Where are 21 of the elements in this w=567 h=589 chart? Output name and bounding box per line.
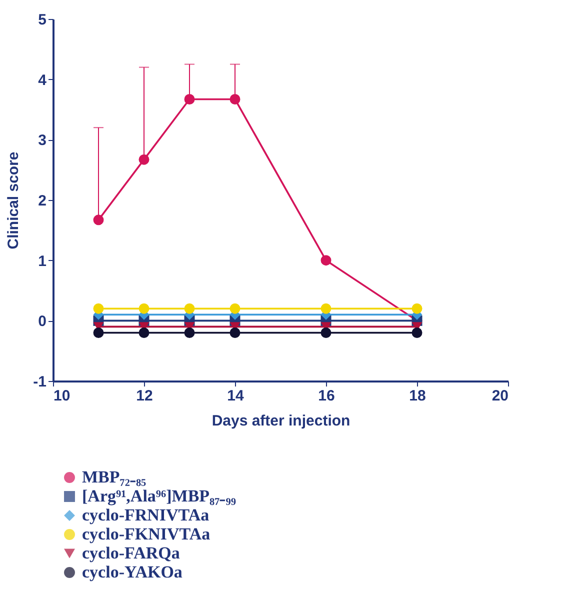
x-axis-title: Days after injection — [212, 412, 350, 430]
legend-label: cyclo-FARQa — [82, 544, 180, 562]
y-tick-label: 5 — [38, 12, 46, 28]
y-tick-label: 1 — [38, 252, 46, 270]
y-tick-label: 0 — [38, 313, 46, 330]
y-tick-label: 4 — [38, 72, 48, 89]
legend-label: [Arg⁹¹,Ala⁹⁶]MBP₈₇₋₉₉ — [82, 486, 236, 506]
legend-label: cyclo-FKNIVTAa — [82, 524, 211, 544]
x-tick-label: 14 — [227, 388, 244, 404]
legend-label: MBP₇₂₋₈₅ — [82, 468, 146, 486]
y-tick-label: 2 — [38, 192, 46, 210]
y-tick-label: 3 — [38, 132, 46, 150]
legend-label: cyclo-YAKOa — [82, 562, 183, 582]
x-tick-label: 20 — [492, 388, 508, 404]
legend-label: cyclo-FRNIVTAa — [82, 506, 210, 524]
y-axis-title: Clinical score — [5, 152, 22, 250]
x-tick-label: 18 — [409, 388, 426, 404]
y-tick-label: -1 — [33, 374, 46, 390]
x-tick-label: 10 — [54, 388, 70, 404]
x-tick-label: 12 — [136, 388, 153, 404]
x-tick-label: 16 — [318, 388, 335, 404]
